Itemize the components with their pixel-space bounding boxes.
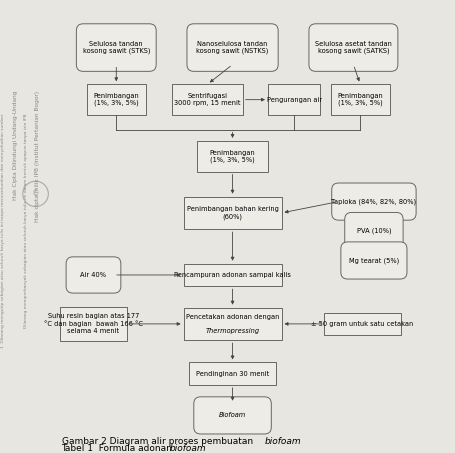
FancyBboxPatch shape	[86, 84, 146, 115]
Text: Tapioka (84%, 82%, 80%): Tapioka (84%, 82%, 80%)	[331, 198, 415, 205]
Text: Thermopressing: Thermopressing	[205, 328, 259, 334]
Text: Penimbangan
(1%, 3%, 5%): Penimbangan (1%, 3%, 5%)	[337, 93, 382, 106]
FancyBboxPatch shape	[324, 313, 400, 335]
FancyBboxPatch shape	[187, 24, 278, 71]
FancyBboxPatch shape	[76, 24, 156, 71]
FancyBboxPatch shape	[183, 264, 281, 286]
Text: Pengurangan air: Pengurangan air	[266, 96, 321, 103]
Text: 1  Dilarang mengutip sebagian atau seluruh karya tulis ini tanpa mencantumkan da: 1 Dilarang mengutip sebagian atau seluru…	[1, 113, 5, 348]
FancyBboxPatch shape	[344, 212, 402, 250]
FancyBboxPatch shape	[66, 257, 121, 293]
Text: Penimbangan bahan kering
(60%): Penimbangan bahan kering (60%)	[186, 206, 278, 220]
Text: biofoam: biofoam	[264, 437, 300, 446]
Text: PVA (10%): PVA (10%)	[356, 228, 390, 234]
FancyBboxPatch shape	[340, 242, 406, 279]
Text: ± 50 gram untuk satu cetakan: ± 50 gram untuk satu cetakan	[311, 321, 413, 327]
FancyBboxPatch shape	[268, 84, 319, 115]
Text: ©: ©	[32, 189, 39, 198]
FancyBboxPatch shape	[330, 84, 389, 115]
FancyBboxPatch shape	[183, 197, 281, 229]
Text: Pendinginan 30 menit: Pendinginan 30 menit	[196, 371, 268, 377]
Text: Pencetakan adonan dengan: Pencetakan adonan dengan	[186, 314, 278, 320]
Text: Hak Cipta Dilindungi Undang-Undang: Hak Cipta Dilindungi Undang-Undang	[13, 91, 17, 200]
FancyBboxPatch shape	[172, 84, 242, 115]
Text: Dilarang memperbanyak sebagian atau seluruh karya tulis ini dalam bentuk apapun : Dilarang memperbanyak sebagian atau selu…	[25, 113, 28, 328]
Text: Nanoselulosa tandan
kosong sawit (NSTKS): Nanoselulosa tandan kosong sawit (NSTKS)	[196, 41, 268, 54]
FancyBboxPatch shape	[193, 397, 271, 434]
FancyBboxPatch shape	[60, 307, 126, 341]
FancyBboxPatch shape	[308, 24, 397, 71]
Text: Sentrifugasi
3000 rpm, 15 menit: Sentrifugasi 3000 rpm, 15 menit	[174, 93, 240, 106]
FancyBboxPatch shape	[183, 308, 281, 340]
Text: Biofoam: Biofoam	[218, 412, 246, 419]
Text: Gambar 2 Diagram alir proses pembuatan: Gambar 2 Diagram alir proses pembuatan	[61, 437, 255, 446]
FancyBboxPatch shape	[197, 141, 268, 172]
Text: Penimbangan
(1%, 3%, 5%): Penimbangan (1%, 3%, 5%)	[93, 93, 139, 106]
Text: Pencampuran adonan sampai kalis: Pencampuran adonan sampai kalis	[174, 272, 290, 278]
Text: Suhu resin bagian atas 177
°C dan bagian  bawah 166 °C
selama 4 menit: Suhu resin bagian atas 177 °C dan bagian…	[44, 313, 143, 334]
Text: Tabel 1  Formula adonan: Tabel 1 Formula adonan	[61, 444, 175, 453]
Text: Air 40%: Air 40%	[80, 272, 106, 278]
Text: Mg tearat (5%): Mg tearat (5%)	[348, 257, 398, 264]
Text: biofoam: biofoam	[169, 444, 206, 453]
FancyBboxPatch shape	[188, 362, 276, 385]
Text: Hak cipta milik IPB (Institut Pertanian Bogor): Hak cipta milik IPB (Institut Pertanian …	[35, 91, 40, 222]
Text: Penimbangan
(1%, 3%, 5%): Penimbangan (1%, 3%, 5%)	[209, 149, 255, 163]
FancyBboxPatch shape	[331, 183, 415, 220]
Text: Selulosa tandan
kosong sawit (STKS): Selulosa tandan kosong sawit (STKS)	[82, 41, 150, 54]
Text: Selulosa asetat tandan
kosong sawit (SATKS): Selulosa asetat tandan kosong sawit (SAT…	[314, 41, 391, 54]
